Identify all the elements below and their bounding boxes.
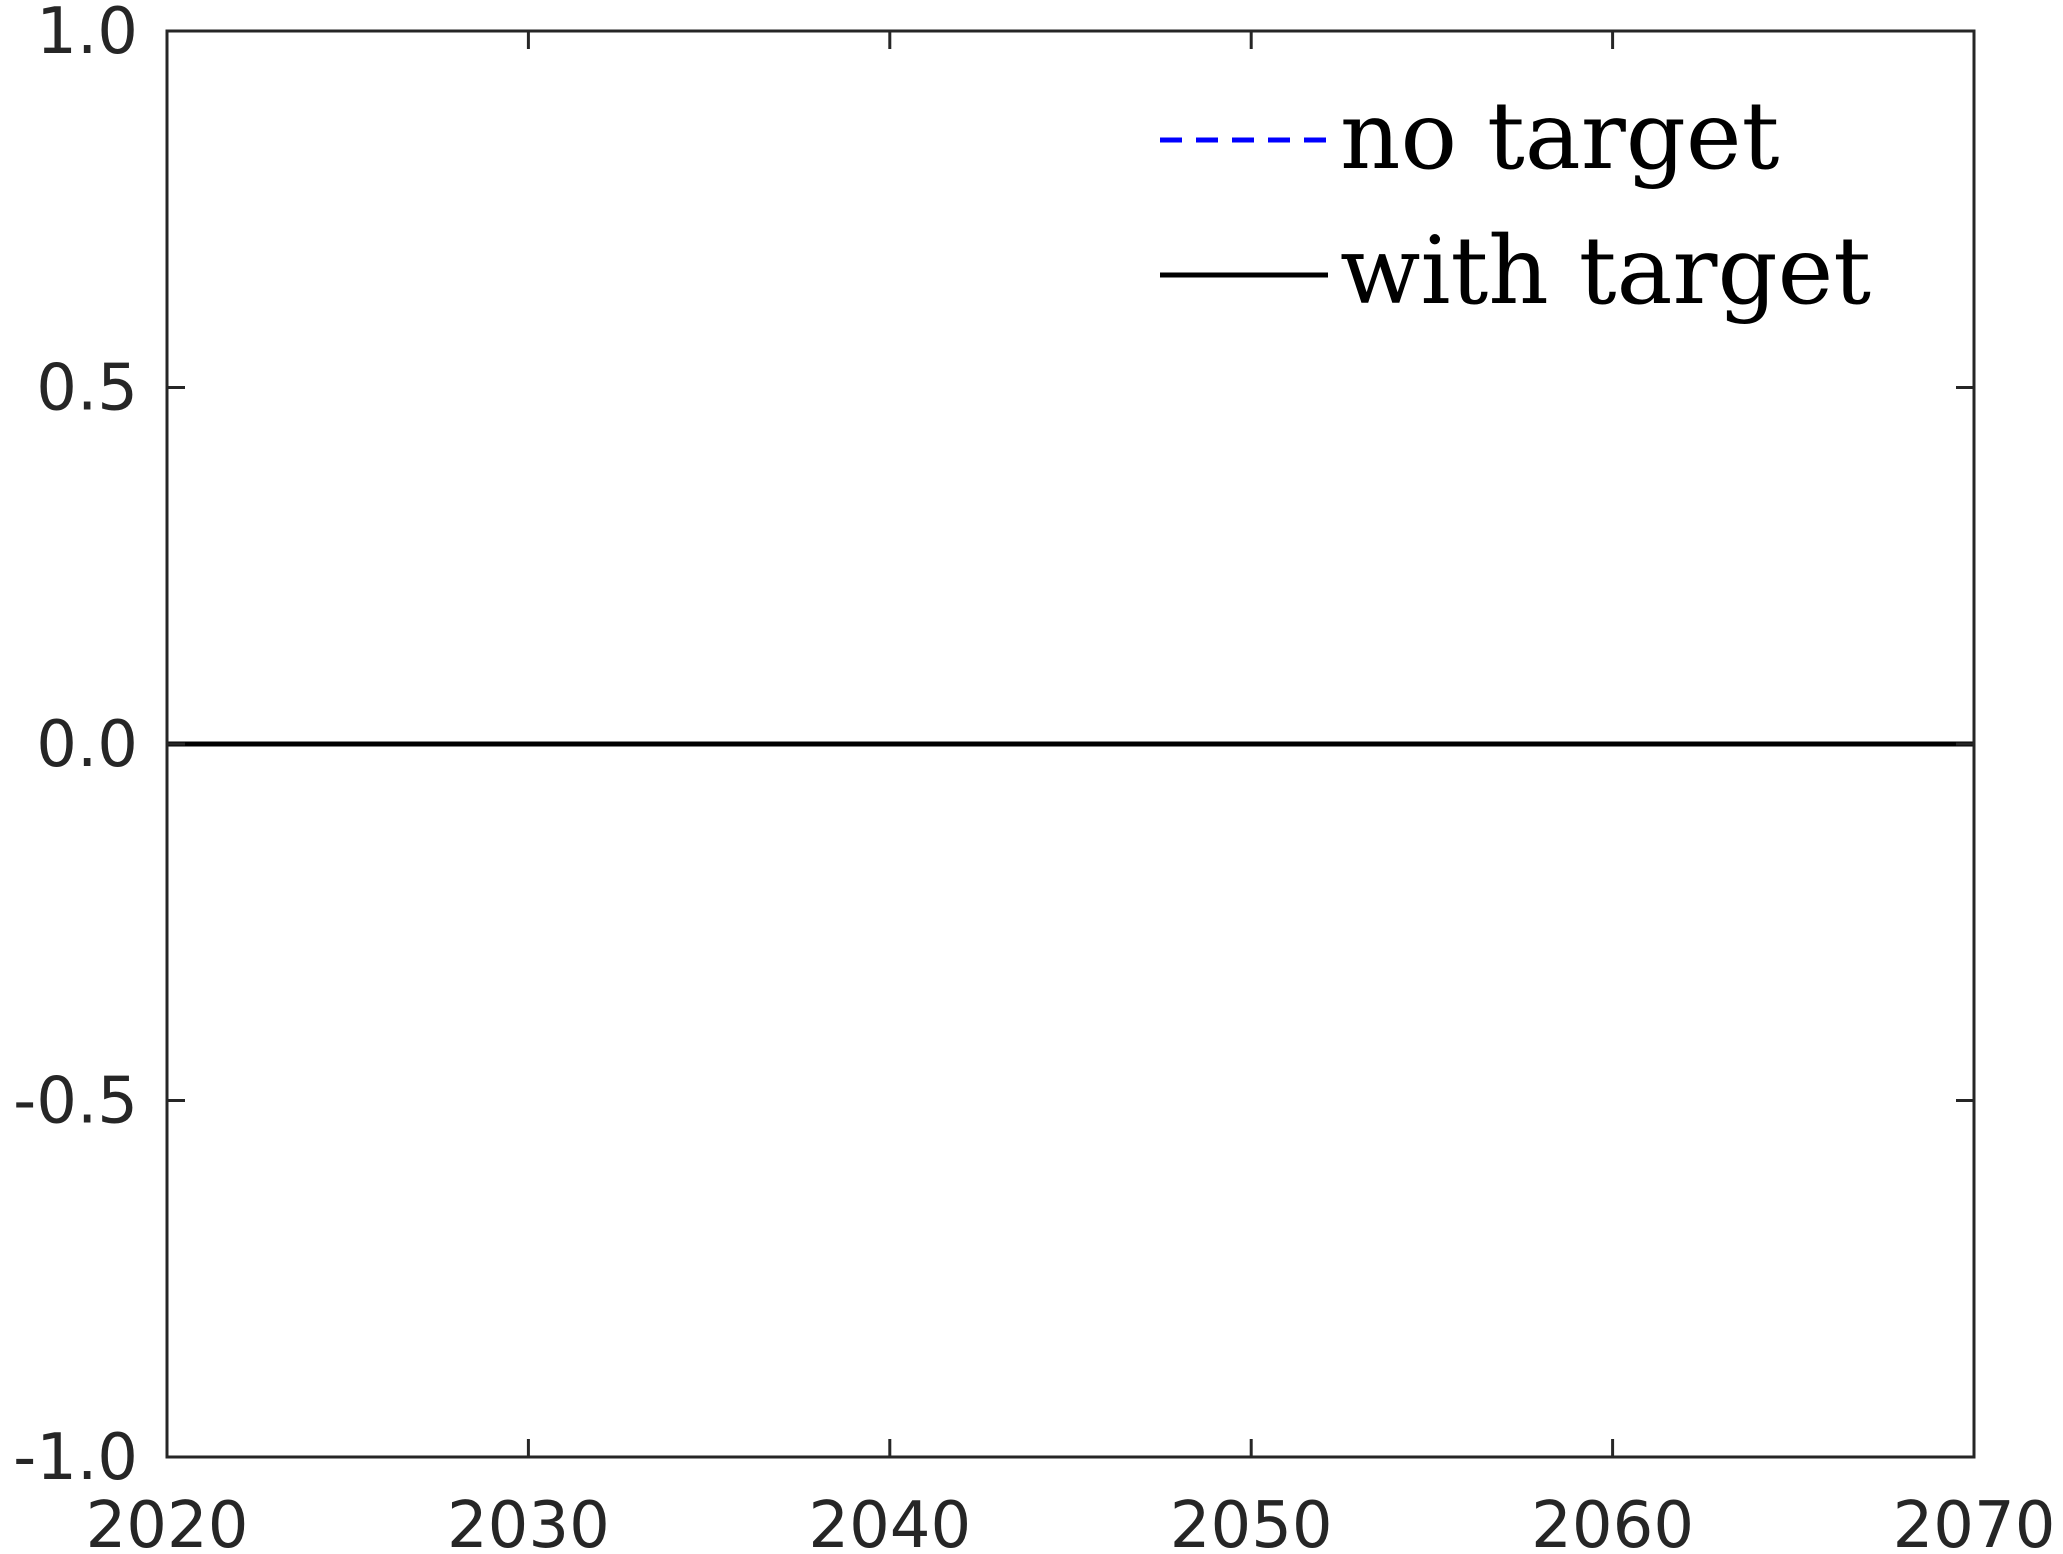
x-tick-label: 2070 (1893, 1489, 2056, 1554)
y-tick-label: -1.0 (13, 1421, 138, 1495)
x-tick-label: 2040 (808, 1489, 971, 1554)
x-tick-label: 2030 (447, 1489, 610, 1554)
legend-label-no-target: no target (1340, 82, 1780, 191)
x-tick-label: 2060 (1531, 1489, 1694, 1554)
y-tick-label: 0.5 (36, 352, 138, 426)
legend: no target with target (1160, 82, 1871, 326)
x-tick-label: 2020 (86, 1489, 249, 1554)
y-tick-label: 0.0 (36, 708, 138, 782)
y-tick-label: 1.0 (36, 0, 138, 69)
x-tick-label: 2050 (1170, 1489, 1333, 1554)
x-axis: 2020 2030 2040 2050 2060 2070 (86, 31, 2056, 1554)
y-tick-label: -0.5 (13, 1065, 138, 1139)
legend-label-with-target: with target (1340, 217, 1871, 326)
y-axis: -1.0 -0.5 0.0 0.5 1.0 (13, 0, 1974, 1495)
